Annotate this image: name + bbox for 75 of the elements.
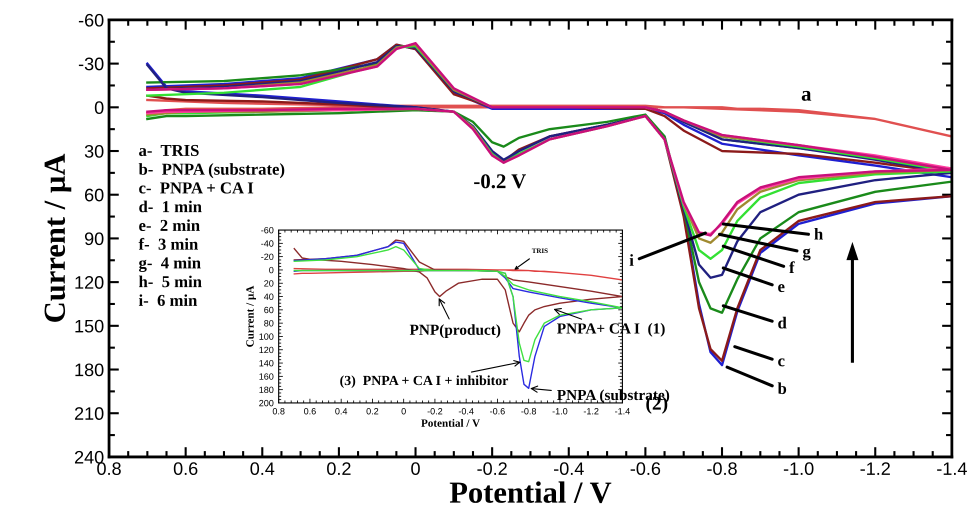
x-tick-label: 0.8 (272, 408, 285, 414)
x-tick-label: -0.4 (458, 408, 474, 414)
y-tick-label: 180 (259, 386, 274, 394)
x-tick-label: 0.4 (250, 462, 274, 476)
y-tick-label: 210 (74, 407, 104, 420)
annotation: a- TRIS (139, 144, 199, 156)
y-tick-label: 180 (75, 363, 104, 376)
x-tick-label: 0.6 (304, 408, 316, 414)
line-series (294, 268, 622, 281)
x-tick-label: 0.2 (366, 408, 378, 414)
y-tick-label: -60 (78, 14, 104, 27)
annotation: PNP(product) (410, 324, 500, 338)
y-tick-label: 120 (259, 346, 274, 354)
x-tick-label: -0.4 (554, 462, 584, 476)
annotation: -0.2 V (474, 174, 526, 188)
annotation: e- 2 min (139, 219, 200, 232)
x-axis-title: Potential / V (450, 481, 612, 504)
annotation: g- 4 min (138, 256, 201, 272)
annotation: a (802, 90, 812, 101)
annotation: c- PNPA + CA I (139, 182, 254, 194)
x-tick-label: 0.8 (97, 462, 121, 476)
y-tick-label: -20 (261, 254, 274, 260)
y-tick-label: 40 (264, 294, 274, 300)
x-tick-label: -0.6 (490, 408, 505, 414)
annotation: i (630, 254, 634, 266)
x-tick-label: 0.2 (327, 462, 351, 476)
y-tick-label: 200 (259, 400, 274, 406)
x-tick-label: -1.0 (784, 462, 814, 476)
y-tick-label: 30 (84, 144, 104, 158)
y-tick-label: 100 (259, 333, 274, 340)
y-tick-label: 140 (259, 360, 274, 366)
x-tick-label: -1.0 (552, 408, 568, 414)
x-tick-label: -1.4 (615, 408, 630, 414)
y-tick-label: 60 (85, 188, 104, 202)
y-tick-label: 20 (264, 280, 274, 287)
y-axis-title: Current / µA (44, 154, 72, 322)
annotation: f (789, 261, 795, 274)
y-tick-label: 0 (94, 101, 104, 114)
annotation: g (802, 248, 811, 261)
annotation: h- 5 min (138, 276, 202, 288)
annotation: f- 3 min (138, 238, 198, 250)
x-tick-label: -0.8 (521, 408, 536, 414)
annotation: d (778, 316, 787, 329)
y-tick-label: 90 (84, 232, 104, 246)
y-tick-label: -40 (261, 240, 274, 247)
y-tick-label: -30 (78, 58, 104, 70)
annotation: i- 6 min (138, 294, 198, 306)
x-tick-label: 0 (402, 408, 406, 414)
y-tick-label: 160 (259, 373, 274, 380)
annotation: e (778, 284, 785, 292)
y-tick-label: -60 (261, 227, 274, 234)
x-tick-label: 0 (411, 462, 420, 476)
y-tick-label: 150 (75, 320, 104, 333)
x-tick-label: -1.2 (860, 462, 890, 475)
annotation: d- 1 min (139, 200, 202, 212)
annotation: c (778, 358, 785, 366)
x-tick-label: -0.2 (428, 408, 442, 414)
annotation: h (814, 228, 823, 240)
x-tick-label: -0.2 (477, 462, 507, 476)
annotation: b (778, 382, 786, 394)
y-tick-label: 240 (74, 450, 104, 464)
x-tick-label: -1.2 (584, 408, 598, 414)
x-tick-label: -0.6 (630, 462, 660, 476)
x-tick-label: 0.6 (174, 462, 198, 476)
y-axis-title: Current / µA (246, 286, 256, 347)
annotation: b- PNPA (substrate) (138, 163, 284, 178)
x-tick-label: -0.8 (707, 462, 737, 476)
x-tick-label: 0.4 (335, 408, 348, 414)
x-tick-label: -1.4 (937, 462, 967, 475)
y-tick-label: 60 (264, 306, 274, 314)
y-tick-label: 80 (264, 320, 274, 327)
y-tick-label: 0 (269, 266, 274, 274)
y-tick-label: 120 (75, 276, 104, 289)
annotation: (3) PNPA + CA I + inhibitor (340, 375, 508, 388)
x-axis-title: Potential / V (421, 419, 480, 427)
